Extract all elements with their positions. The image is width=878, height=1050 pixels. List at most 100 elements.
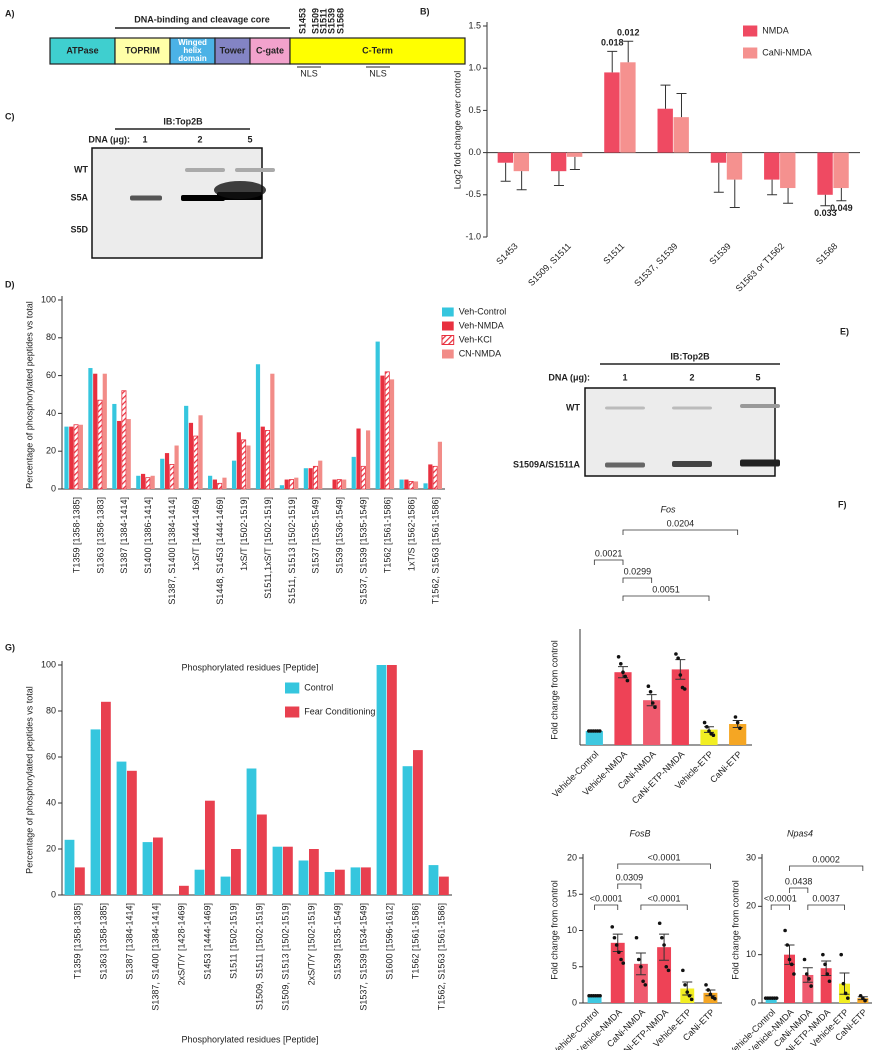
bar: [194, 869, 205, 895]
bar: [342, 479, 347, 489]
bar: [117, 420, 122, 489]
bar: [413, 750, 423, 895]
bar: [136, 475, 141, 489]
y-tick-label: 1.5: [468, 20, 481, 30]
bar: [121, 390, 127, 490]
bar: [366, 430, 371, 489]
bar: [116, 761, 127, 895]
error-bar: [836, 188, 847, 202]
data-point: [662, 943, 666, 947]
bar: [179, 885, 189, 895]
bar: [164, 453, 170, 489]
bar: [389, 379, 395, 489]
data-point: [861, 996, 865, 1000]
bar: [272, 846, 283, 895]
data-point: [621, 961, 626, 965]
y-tick-label: 40: [46, 408, 56, 418]
x-tick-label: S1537, S1539 [1535-1549]: [359, 497, 369, 605]
bar: [673, 117, 689, 153]
legend-label: CN-NMDA: [459, 348, 502, 358]
y-tick-label: 20: [567, 852, 577, 862]
bar: [817, 152, 833, 195]
site-label: S1509: [310, 8, 320, 34]
bar: [212, 479, 217, 489]
bar: [64, 839, 75, 895]
y-tick-label: 0.5: [468, 105, 481, 115]
x-tick-label: 2xS/T/Y [1428-1469]: [176, 903, 186, 985]
data-point: [711, 733, 716, 737]
data-point: [653, 705, 657, 709]
x-tick-label: S1511, S1513 [1502-1519]: [287, 497, 297, 604]
annotation: 0.033: [814, 208, 837, 218]
bar: [764, 152, 780, 180]
comparison-label: 0.0002: [812, 854, 840, 864]
bar: [153, 837, 163, 895]
bar: [380, 375, 385, 489]
bar: [188, 422, 194, 489]
x-tick-label: S1539 [1535-1549]: [332, 903, 342, 980]
nls-label: NLS: [369, 68, 387, 78]
y-tick-label: 10: [567, 925, 577, 935]
x-tick-label: S1539 [1536-1549]: [335, 497, 345, 574]
data-point: [735, 720, 740, 725]
bar: [657, 108, 673, 153]
y-tick-label: -0.5: [465, 189, 481, 199]
x-tick-label: 1xS/T [1444-1469]: [191, 497, 201, 571]
y-tick-label: 30: [746, 852, 756, 862]
data-point: [634, 935, 639, 940]
bar: [279, 485, 285, 489]
data-point: [706, 988, 711, 992]
site-label: S1511: [318, 8, 328, 34]
bar: [220, 876, 231, 895]
bar: [241, 439, 247, 490]
x-tick-label: S1387, S1400 [1384-1414]: [167, 497, 177, 605]
bar: [270, 373, 275, 489]
bar: [217, 482, 223, 490]
error-bar: [553, 171, 564, 187]
data-point: [598, 729, 602, 733]
data-point: [643, 983, 648, 987]
data-point: [783, 928, 787, 933]
bar: [360, 465, 366, 490]
bar: [402, 766, 413, 895]
site-label: S1453: [297, 8, 307, 34]
domain-label: C-gate: [256, 45, 284, 55]
bar: [408, 481, 414, 490]
y-tick-label: 0: [51, 889, 56, 899]
data-point: [807, 977, 811, 981]
bar: [335, 869, 345, 895]
data-point: [774, 996, 779, 1000]
x-tick-label: S1537 [1535-1549]: [311, 497, 321, 574]
bar: [309, 849, 319, 895]
bar: [423, 483, 428, 489]
data-point: [863, 998, 867, 1003]
comparison-bracket: [593, 559, 624, 565]
x-tick-label: S1511 [1502-1519]: [228, 903, 238, 979]
domain-box: [169, 37, 216, 65]
error-bar: [569, 156, 580, 170]
data-point: [839, 952, 843, 957]
blot-band: [181, 195, 225, 201]
bar: [303, 468, 308, 489]
bar: [657, 947, 672, 1003]
bar: [308, 468, 313, 489]
dose-value: 1: [142, 134, 147, 144]
comparison-label: 0.0037: [812, 893, 840, 903]
y-tick-label: 0: [572, 997, 577, 1007]
panel-label: A): [5, 8, 15, 18]
error-bar: [659, 933, 670, 961]
bar: [375, 341, 380, 489]
error-bar: [820, 194, 831, 207]
data-point: [666, 968, 671, 973]
bar: [587, 995, 602, 1003]
blot-title: IB:Top2B: [163, 116, 203, 126]
row-label: WT: [566, 402, 580, 412]
bar: [246, 445, 251, 489]
comparison-bracket: [807, 904, 845, 910]
blot-title: IB:Top2B: [670, 351, 710, 361]
data-point: [705, 725, 709, 729]
legend-label: Veh-Control: [459, 306, 507, 316]
annotation: 0.012: [617, 28, 640, 38]
